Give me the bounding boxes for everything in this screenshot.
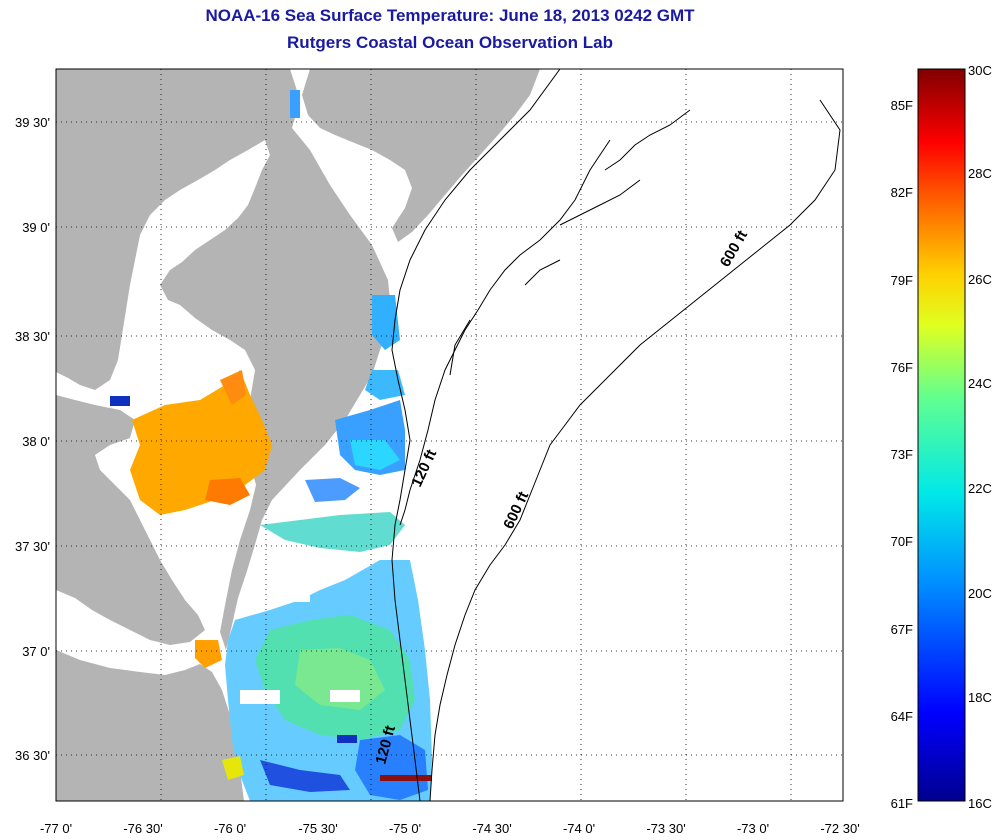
map-title: NOAA-16 Sea Surface Temperature: June 18…	[205, 6, 695, 25]
colorbar-f-label: 76F	[891, 360, 913, 375]
lat-lon-grid	[56, 69, 843, 801]
lon-tick-label: -76 0'	[214, 821, 246, 836]
land-western-shore	[56, 395, 205, 645]
lon-tick-label: -75 30'	[298, 821, 337, 836]
lon-tick-label: -74 30'	[472, 821, 511, 836]
colorbar-c-label: 22C	[968, 481, 992, 496]
colorbar-f-label: 85F	[891, 98, 913, 113]
colorbar-c-label: 18C	[968, 690, 992, 705]
colorbar	[917, 68, 966, 802]
lon-tick-label-extra: -73 0'	[737, 821, 769, 836]
land-new-jersey	[302, 69, 540, 242]
lon-tick-label: -74 0'	[563, 821, 595, 836]
colorbar-f-label: 67F	[891, 622, 913, 637]
lat-tick-label: 38 30'	[15, 329, 50, 344]
lon-tick-label: -75 0'	[389, 821, 421, 836]
lat-tick-label: 38 0'	[22, 434, 50, 449]
lon-tick-label-extra: -72 30'	[820, 821, 859, 836]
land-delmarva	[56, 69, 392, 650]
colorbar-f-label: 82F	[891, 185, 913, 200]
lon-tick-label: -73 30'	[646, 821, 685, 836]
colorbar-f-label: 79F	[891, 273, 913, 288]
colorbar-c-label: 28C	[968, 166, 992, 181]
colorbar-f-label: 70F	[891, 534, 913, 549]
map-subtitle: Rutgers Coastal Ocean Observation Lab	[287, 33, 613, 52]
colorbar-f-label: 64F	[891, 709, 913, 724]
colorbar-c-label: 20C	[968, 586, 992, 601]
colorbar-c-label: 30C	[968, 63, 992, 78]
lat-tick-label: 37 30'	[15, 539, 50, 554]
map-border	[55, 68, 844, 802]
lat-tick-label: 36 30'	[15, 748, 50, 763]
lat-tick-labels: 39 30' 39 0' 38 30' 38 0' 37 30' 37 0' 3…	[15, 115, 50, 763]
colorbar-c-label: 26C	[968, 272, 992, 287]
lon-tick-label: -76 30'	[123, 821, 162, 836]
lon-tick-labels: -77 0' -76 30' -76 0' -75 30' -75 0' -74…	[40, 821, 686, 836]
lat-tick-label: 39 30'	[15, 115, 50, 130]
colorbar-f-label: 73F	[891, 447, 913, 462]
colorbar-c-label: 16C	[968, 796, 992, 811]
colorbar-celsius-labels: 30C 28C 26C 24C 22C 20C 18C 16C	[968, 63, 992, 811]
colorbar-f-label: 61F	[891, 796, 913, 811]
colorbar-c-label: 24C	[968, 376, 992, 391]
colorbar-fahrenheit-labels: 85F 82F 79F 76F 73F 70F 67F 64F 61F	[891, 98, 913, 811]
lat-tick-label: 39 0'	[22, 220, 50, 235]
bathymetry-contours	[391, 69, 841, 801]
sst-swath	[110, 90, 432, 801]
lat-tick-label: 37 0'	[22, 644, 50, 659]
land-virginia-south	[56, 650, 244, 801]
lon-tick-label: -77 0'	[40, 821, 72, 836]
